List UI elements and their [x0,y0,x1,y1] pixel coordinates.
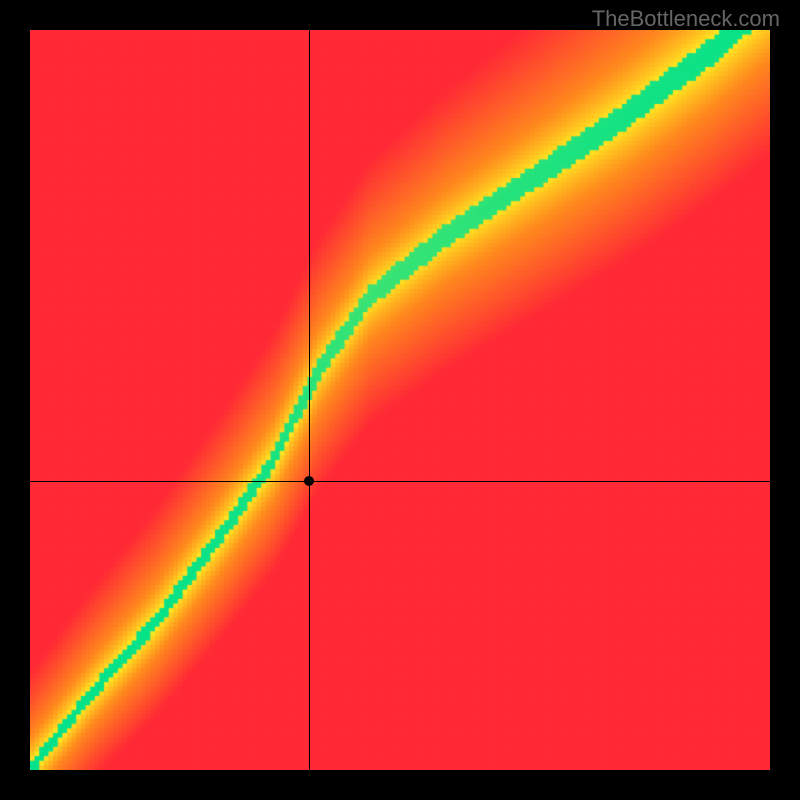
plot-area [30,30,770,770]
watermark-text: TheBottleneck.com [592,6,780,32]
chart-container: TheBottleneck.com [0,0,800,800]
data-point-marker [304,476,314,486]
heatmap-canvas [30,30,770,770]
crosshair-horizontal [30,481,770,482]
crosshair-vertical [309,30,310,770]
